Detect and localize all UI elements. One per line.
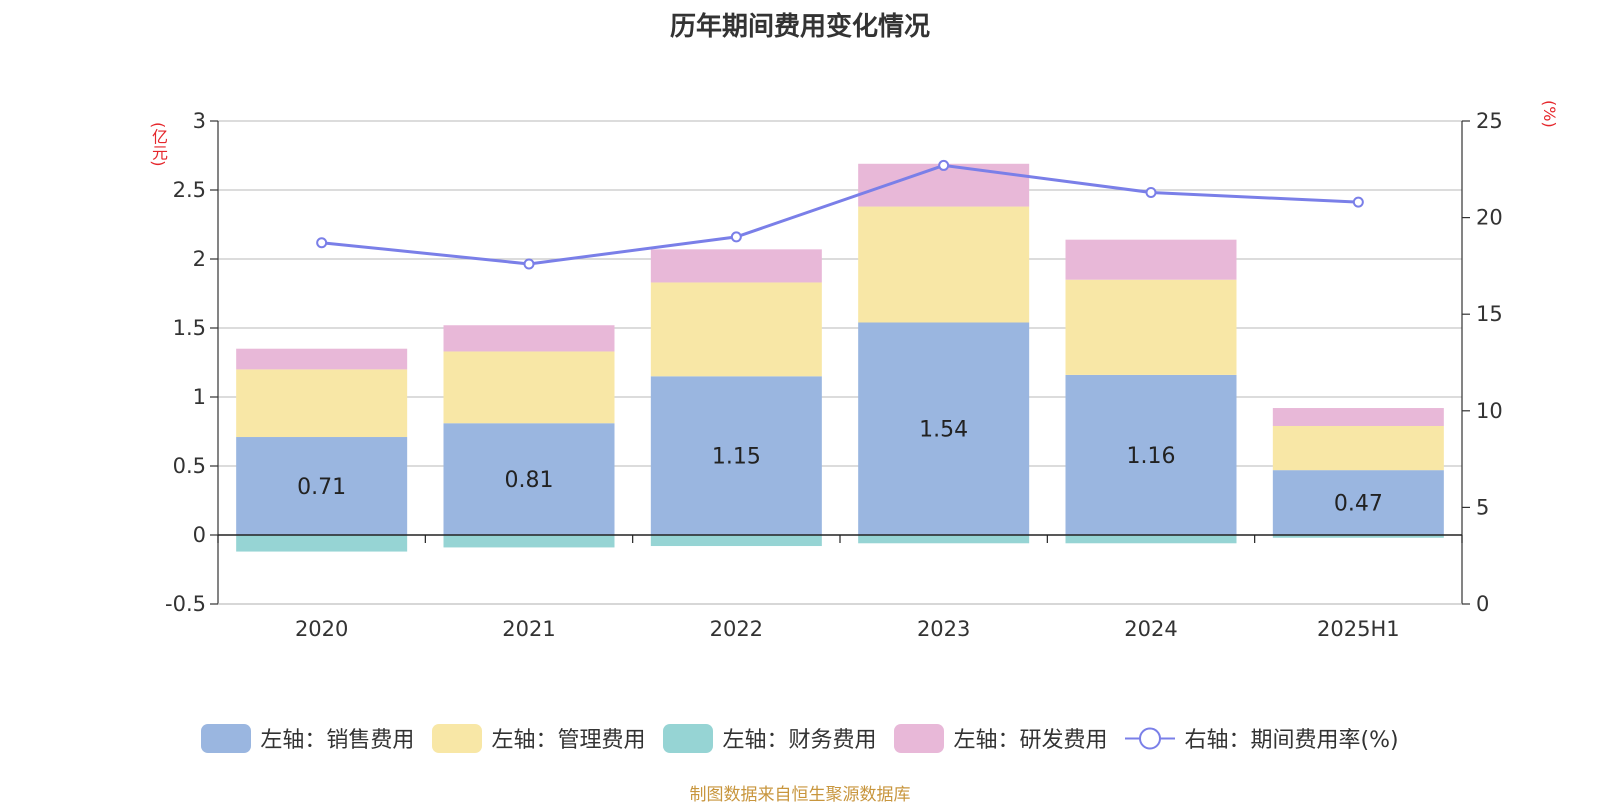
legend-swatch (663, 723, 714, 753)
bar-segment (650, 376, 822, 535)
right-axis-tick-label: 5 (1476, 495, 1489, 519)
x-axis-tick-label: 2023 (917, 617, 970, 641)
data-source-note: 制图数据来自恒生聚源数据库 (689, 785, 911, 805)
left-axis-unit: (亿元) (149, 122, 168, 167)
bar-segment (1272, 535, 1444, 538)
legend-swatch (432, 723, 483, 753)
left-axis-tick-label: 2.5 (173, 178, 206, 202)
bar-segment (1272, 425, 1444, 471)
legend-line-swatch (1125, 727, 1176, 749)
rate-point (523, 258, 535, 270)
right-axis-tick-label: 20 (1476, 206, 1503, 230)
legend-label: 左轴：管理费用 (491, 728, 646, 753)
bar-segment (1065, 239, 1237, 280)
left-axis-tick-label: -0.5 (165, 592, 206, 616)
bar-segment (858, 322, 1030, 535)
bar-segment (443, 535, 615, 548)
left-axis-tick-label: 1 (193, 385, 206, 409)
bar-segment (1065, 279, 1237, 375)
bar-segment (236, 369, 408, 438)
rate-point (1145, 186, 1157, 198)
bar-data-label: 0.71 (297, 475, 346, 500)
legend-swatch (894, 723, 945, 753)
left-axis-tick-label: 1.5 (173, 316, 206, 340)
rate-point (316, 237, 328, 249)
legend-item[interactable]: 左轴：管理费用 (432, 722, 645, 754)
legend-label: 左轴：财务费用 (722, 728, 877, 753)
right-axis-tick-label: 0 (1476, 592, 1489, 616)
bar-data-label: 1.15 (712, 445, 761, 470)
legend-item[interactable]: 右轴：期间费用率(%) (1125, 722, 1399, 754)
x-axis-tick-label: 2021 (502, 617, 555, 641)
legend-item[interactable]: 左轴：财务费用 (663, 722, 876, 754)
legend-swatch (201, 723, 252, 753)
bar-segment (858, 535, 1030, 544)
rate-point (730, 231, 742, 243)
legend-label: 右轴：期间费用率(%) (1184, 728, 1399, 753)
chart-title: 历年期间费用变化情况 (669, 12, 930, 42)
bar-segment (443, 325, 615, 352)
right-axis-unit: (%) (1540, 100, 1559, 128)
bar-data-label: 0.81 (505, 468, 554, 493)
x-axis-tick-label: 2025H1 (1317, 617, 1400, 641)
legend-item[interactable]: 左轴：研发费用 (894, 722, 1107, 754)
bar-segment (650, 282, 822, 377)
x-axis-tick-label: 2020 (295, 617, 348, 641)
right-axis-tick-label: 25 (1476, 109, 1503, 133)
bar-segment (1065, 374, 1237, 535)
bar-segment (858, 206, 1030, 323)
bar-segment (236, 437, 408, 535)
bar-segment (236, 535, 408, 552)
x-axis-tick-label: 2022 (710, 617, 763, 641)
x-axis-tick-label: 2024 (1124, 617, 1177, 641)
bar-segment (650, 535, 822, 547)
bar-segment (1272, 408, 1444, 426)
rate-point (938, 159, 950, 171)
right-axis-tick-label: 15 (1476, 302, 1503, 326)
bar-segment (236, 348, 408, 370)
bar-data-label: 1.54 (919, 418, 968, 443)
legend-label: 左轴：研发费用 (953, 728, 1108, 753)
rate-point (1352, 196, 1364, 208)
bar-data-label: 1.16 (1127, 444, 1176, 469)
bar-segment (443, 423, 615, 535)
left-axis-tick-label: 2 (193, 247, 206, 271)
rate-line (321, 163, 1359, 266)
legend-label: 左轴：销售费用 (260, 728, 415, 753)
right-axis-tick-label: 10 (1476, 399, 1503, 423)
bar-data-label: 0.47 (1334, 492, 1383, 517)
bar-segment (650, 249, 822, 283)
chart-legend: 左轴：销售费用 左轴：管理费用 左轴：财务费用 左轴：研发费用 右轴：期间费用率(%) (0, 722, 1600, 754)
legend-item[interactable]: 左轴：销售费用 (201, 722, 414, 754)
chart-plot: 3 2.5 2 1.5 1 0.5 0 -0.5 25 20 15 10 5 0 2020 2021 2022 2… (165, 109, 1503, 641)
left-axis-tick-label: 0 (193, 523, 206, 547)
bar-segment (1272, 470, 1444, 535)
left-axis-tick-label: 3 (193, 109, 206, 133)
bar-segment (1065, 535, 1237, 544)
bar-segment (443, 351, 615, 424)
left-axis-tick-label: 0.5 (173, 454, 206, 478)
